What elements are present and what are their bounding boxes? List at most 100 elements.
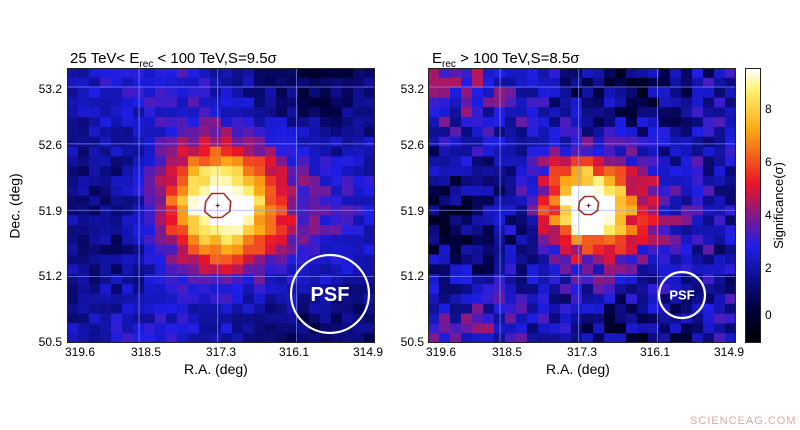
heatmap-cell bbox=[364, 77, 375, 89]
heatmap-cell bbox=[604, 185, 616, 197]
heatmap-cell bbox=[78, 244, 90, 256]
heatmap-cell bbox=[221, 284, 233, 295]
heatmap-cell bbox=[353, 284, 365, 295]
heatmap-cell bbox=[199, 87, 211, 99]
heatmap-cell bbox=[703, 215, 715, 226]
heatmap-cell bbox=[538, 146, 550, 157]
heatmap-cell bbox=[111, 264, 123, 275]
heatmap-cell bbox=[659, 205, 671, 216]
heatmap-cell bbox=[648, 87, 660, 99]
heatmap-cell bbox=[144, 254, 156, 266]
heatmap-cell bbox=[177, 225, 189, 236]
heatmap-cell bbox=[89, 195, 101, 207]
colorbar-tick-label: 8 bbox=[765, 102, 772, 116]
heatmap-cell bbox=[166, 205, 178, 216]
xtick-label: 314.9 bbox=[352, 345, 384, 359]
heatmap-cell bbox=[166, 333, 178, 343]
xtick-label: 319.6 bbox=[64, 345, 96, 359]
heatmap-cell bbox=[199, 264, 211, 275]
heatmap-cell bbox=[582, 284, 594, 295]
heatmap-cell bbox=[439, 185, 451, 197]
heatmap-cell bbox=[342, 87, 354, 99]
colorbar-segment bbox=[745, 235, 761, 239]
heatmap-cell bbox=[67, 303, 79, 315]
heatmap-cell bbox=[560, 205, 572, 216]
heatmap-cell bbox=[254, 333, 266, 343]
heatmap-cell bbox=[659, 264, 671, 275]
heatmap-cell bbox=[604, 176, 616, 187]
heatmap-cell bbox=[221, 166, 233, 177]
heatmap-cell bbox=[331, 225, 343, 236]
heatmap-cell bbox=[527, 333, 539, 343]
heatmap-cell bbox=[571, 323, 583, 334]
heatmap-cell bbox=[298, 323, 310, 334]
heatmap-cell bbox=[155, 323, 167, 334]
heatmap-cell bbox=[725, 176, 736, 187]
heatmap-cell bbox=[111, 156, 123, 167]
panel2-heatmap: PSF bbox=[428, 68, 736, 343]
heatmap-cell bbox=[67, 264, 79, 275]
heatmap-cell bbox=[67, 205, 79, 216]
heatmap-cell bbox=[461, 97, 473, 108]
heatmap-cell bbox=[560, 117, 572, 128]
heatmap-cell bbox=[538, 87, 550, 99]
heatmap-cell bbox=[188, 313, 200, 324]
heatmap-cell bbox=[265, 146, 277, 157]
heatmap-cell bbox=[648, 234, 660, 246]
heatmap-cell bbox=[461, 68, 473, 79]
heatmap-cell bbox=[483, 254, 495, 266]
heatmap-cell bbox=[287, 284, 299, 295]
xtick-label: 318.5 bbox=[491, 345, 523, 359]
heatmap-cell bbox=[626, 185, 638, 197]
heatmap-cell bbox=[232, 225, 244, 236]
heatmap-cell bbox=[210, 185, 222, 197]
heatmap-cell bbox=[298, 244, 310, 256]
heatmap-cell bbox=[331, 274, 343, 285]
heatmap-cell bbox=[615, 225, 627, 236]
heatmap-cell bbox=[703, 303, 715, 315]
heatmap-cell bbox=[210, 126, 222, 138]
heatmap-cell bbox=[254, 234, 266, 246]
heatmap-cell bbox=[298, 313, 310, 324]
heatmap-cell bbox=[331, 146, 343, 157]
heatmap-cell bbox=[221, 136, 233, 148]
heatmap-cell bbox=[692, 117, 704, 128]
heatmap-cell bbox=[342, 156, 354, 167]
heatmap-cell bbox=[549, 274, 561, 285]
heatmap-cell bbox=[67, 146, 79, 157]
colorbar-segment bbox=[745, 133, 761, 137]
heatmap-cell bbox=[353, 136, 365, 148]
heatmap-cell bbox=[527, 156, 539, 167]
heatmap-cell bbox=[221, 156, 233, 167]
heatmap-cell bbox=[221, 234, 233, 246]
colorbar-segment bbox=[745, 250, 761, 254]
heatmap-cell bbox=[298, 87, 310, 99]
heatmap-cell bbox=[254, 146, 266, 157]
heatmap-cell bbox=[527, 234, 539, 246]
heatmap-cell bbox=[593, 284, 605, 295]
colorbar-segment bbox=[745, 253, 761, 257]
colorbar-segment bbox=[745, 230, 761, 234]
heatmap-cell bbox=[353, 97, 365, 108]
heatmap-cell bbox=[78, 97, 90, 108]
heatmap-cell bbox=[144, 97, 156, 108]
heatmap-cell bbox=[353, 274, 365, 285]
heatmap-cell bbox=[714, 156, 726, 167]
heatmap-cell bbox=[166, 77, 178, 89]
heatmap-cell bbox=[243, 274, 255, 285]
heatmap-cell bbox=[604, 254, 616, 266]
heatmap-cell bbox=[637, 107, 649, 118]
heatmap-cell bbox=[144, 313, 156, 324]
heatmap-cell bbox=[560, 293, 572, 305]
heatmap-cell bbox=[265, 303, 277, 315]
heatmap-cell bbox=[505, 205, 517, 216]
heatmap-cell bbox=[527, 126, 539, 138]
heatmap-cell bbox=[111, 303, 123, 315]
heatmap-cell bbox=[320, 195, 332, 207]
heatmap-cell bbox=[199, 234, 211, 246]
heatmap-cell bbox=[692, 68, 704, 79]
heatmap-cell bbox=[144, 77, 156, 89]
colorbar-segment bbox=[745, 128, 761, 132]
heatmap-cell bbox=[89, 166, 101, 177]
heatmap-cell bbox=[428, 215, 440, 226]
